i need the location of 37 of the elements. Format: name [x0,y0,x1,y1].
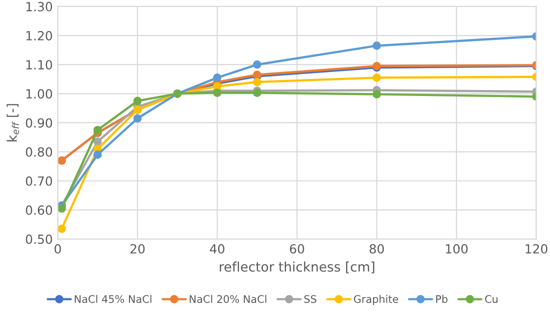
point [93,137,102,146]
point [252,60,262,69]
x-axis-title: reflector thickness [cm] [220,262,374,274]
point [58,204,66,213]
x-tick-label: 0 [54,244,61,254]
point [372,90,381,98]
point [133,114,142,123]
y-tick-label: 1.00 [26,89,52,99]
x-tick-label: 100 [446,244,468,254]
y-tick-label: 1.30 [26,2,52,12]
y-tick-label: 0.70 [26,176,52,186]
legend-label: SS [304,295,316,303]
legend-label: Cu [485,295,498,303]
x-tick-label: 80 [370,244,384,254]
legend-label: NaCl 45% NaCl [74,294,152,303]
point [372,74,381,82]
point [93,150,102,159]
legend-label: Graphite [354,294,398,305]
point [213,74,222,82]
y-tick-label: 1.10 [26,60,52,70]
point [58,224,66,234]
point [252,78,262,86]
y-tick-label: 1.20 [26,31,52,40]
y-axis-title: k$_{eff}$ [-] [6,104,20,142]
point [93,126,102,134]
legend-label: Pb [436,294,448,303]
point [372,42,381,50]
y-tick-label: 0.60 [26,205,52,215]
x-tick-label: 120 [526,244,548,254]
x-tick-label: 60 [290,244,304,254]
legend-label: NaCl 20% NaCl [190,294,266,303]
y-tick-label: 0.90 [26,118,52,128]
x-tick-label: 40 [210,244,224,254]
y-tick-label: 0.80 [26,147,52,157]
x-tick-label: 20 [130,244,145,254]
y-tick-label: 0.50 [26,234,52,244]
point [133,96,142,106]
